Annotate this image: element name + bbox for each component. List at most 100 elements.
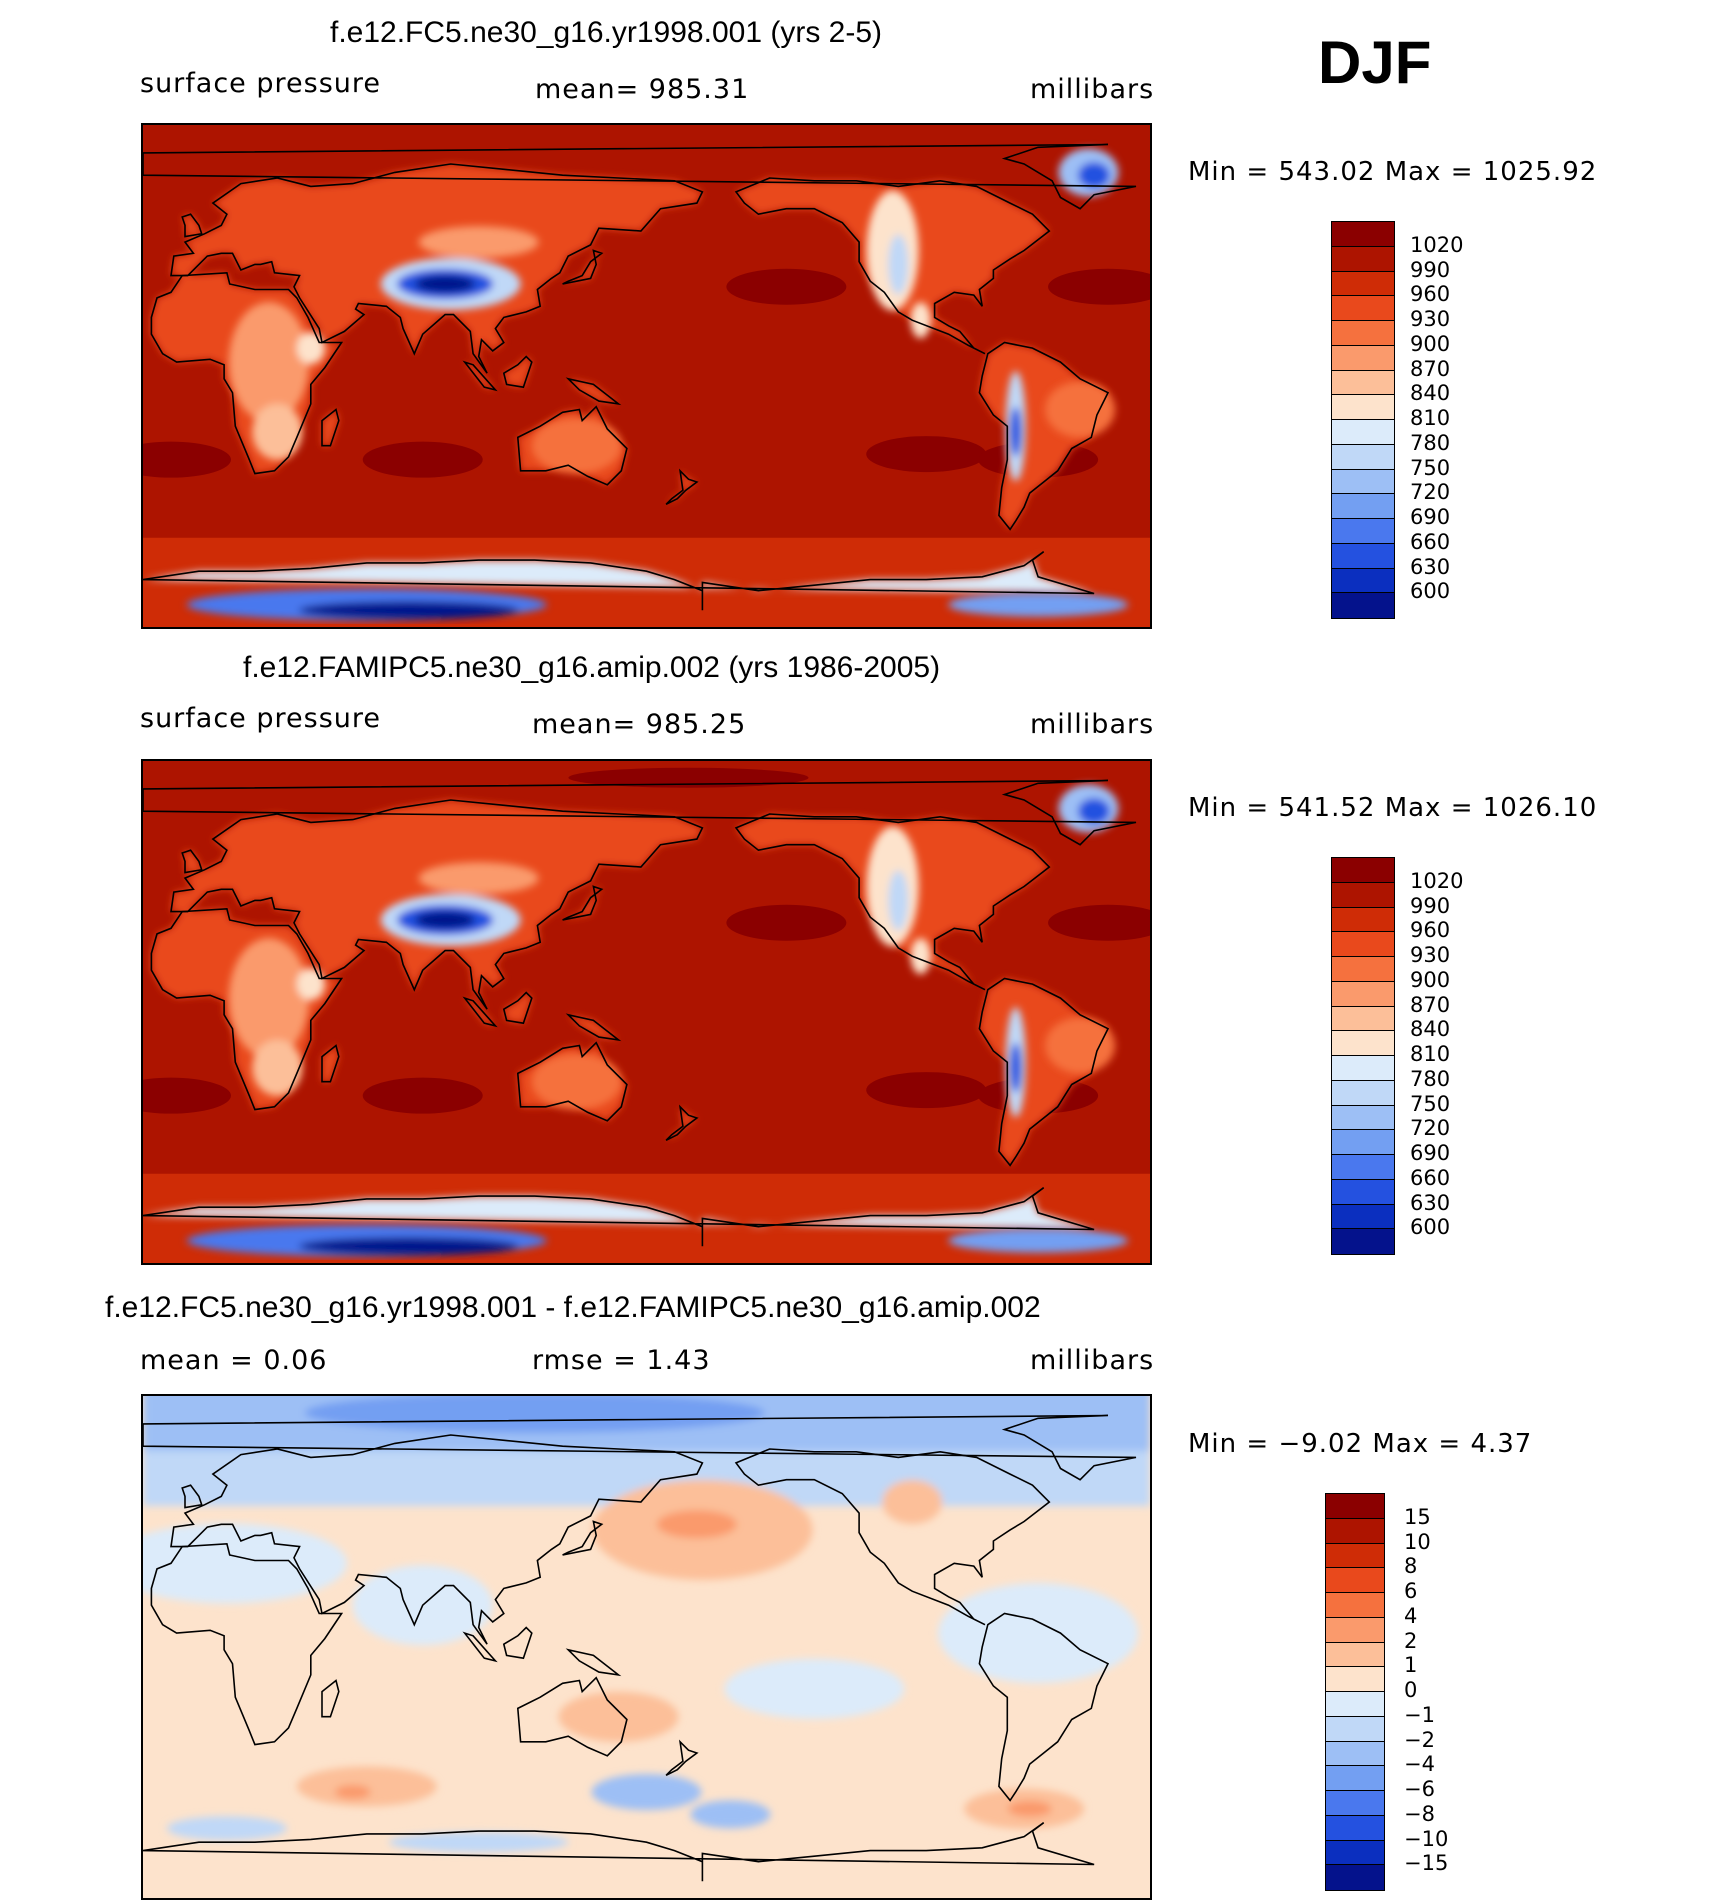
colorbar-2-tick-label: 870 xyxy=(1410,992,1451,1017)
colorbar-1-swatch xyxy=(1332,395,1394,420)
colorbar-2-tick-label: 630 xyxy=(1410,1190,1451,1215)
land-japan xyxy=(562,886,602,920)
tibetan-plateau-core xyxy=(415,910,476,929)
arctic-strong-negative xyxy=(304,1396,765,1433)
coastline-africa xyxy=(150,1542,344,1746)
coastline-africa xyxy=(150,907,344,1111)
colorbar-2-tick-label: 750 xyxy=(1410,1091,1451,1116)
subtropical-high xyxy=(1048,268,1150,305)
colorbar-2-swatch xyxy=(1332,1155,1394,1180)
colorbar-1-swatch xyxy=(1332,420,1394,445)
west-antarctic-ice xyxy=(948,592,1129,617)
coastline-borneo xyxy=(502,1626,533,1660)
land-madagascar xyxy=(322,1045,339,1082)
australia-interior xyxy=(531,417,622,474)
subtropical-high xyxy=(726,268,847,305)
coastline-uk xyxy=(181,1484,203,1509)
tibetan-plateau-core xyxy=(415,274,476,293)
colorbar-2-swatch xyxy=(1332,1056,1394,1081)
coastline-namerica xyxy=(734,1448,1051,1626)
season-label: DJF xyxy=(1318,29,1432,96)
colorbar-2-swatch xyxy=(1332,1204,1394,1230)
coastline-greenland xyxy=(143,143,1137,210)
panel-3-mean-label: mean = 0.06 xyxy=(140,1345,328,1376)
colorbar-1-swatch xyxy=(1332,321,1394,346)
panel-2-variable-label: surface pressure xyxy=(140,703,381,734)
panel-3-minmax: Min = −9.02 Max = 4.37 xyxy=(1188,1429,1533,1459)
panel-1-colorbar-labels: 1020 990 960 930 900 870 840 810 780 750 720 690 660… xyxy=(1410,221,1530,619)
colorbar-1-swatch xyxy=(1332,345,1394,371)
colorbar-2-tick-label: 990 xyxy=(1410,893,1451,918)
land-borneo xyxy=(503,356,532,388)
ross-negative xyxy=(690,1800,771,1829)
colorbar-2-swatch xyxy=(1332,1130,1394,1155)
panel-1-mean-label: mean= 985.31 xyxy=(535,74,750,105)
brazil-highlands xyxy=(1045,381,1116,438)
antarctic-ice xyxy=(143,1187,1095,1247)
colorbar-1-tick-label: 660 xyxy=(1410,529,1451,554)
colorbar-1-swatch xyxy=(1332,444,1394,470)
coastline-madagascar xyxy=(321,408,340,447)
coastline-greenland xyxy=(143,1414,1137,1481)
drake-max xyxy=(1007,1800,1052,1817)
coastline-eurasia xyxy=(170,799,704,1010)
colorbar-2-swatch xyxy=(1332,932,1394,957)
colorbar-2-swatch xyxy=(1332,981,1394,1007)
colorbar-3-swatch xyxy=(1326,1617,1384,1643)
colorbar-1-tick-label: 750 xyxy=(1410,455,1451,480)
land-uk xyxy=(182,214,202,237)
colorbar-3-tick-label: −2 xyxy=(1404,1727,1435,1752)
colorbar-3-tick-label: 4 xyxy=(1404,1603,1418,1628)
coastline-nz xyxy=(665,468,699,506)
rocky-mountains-core xyxy=(888,870,909,931)
coastline-namerica xyxy=(734,813,1051,991)
colorbar-1-tick-label: 780 xyxy=(1410,430,1451,455)
colorbar-2-swatch xyxy=(1332,1229,1394,1254)
colorbar-3-swatch xyxy=(1326,1494,1384,1519)
north-pacific-max xyxy=(656,1510,737,1539)
colorbar-3-swatch xyxy=(1326,1865,1384,1890)
colorbar-1-swatch xyxy=(1332,222,1394,247)
colorbar-3-tick-label: 6 xyxy=(1404,1579,1418,1603)
colorbar-1-swatch xyxy=(1332,543,1394,569)
colorbar-1-swatch xyxy=(1332,296,1394,321)
coastline-japan xyxy=(562,1520,604,1556)
land-uk xyxy=(182,850,202,873)
west-antarctic-ice xyxy=(948,1228,1129,1253)
south-pacific-negative xyxy=(724,1658,905,1719)
east-antarctic-summit xyxy=(298,601,519,620)
atlantic-negative xyxy=(143,1523,347,1604)
subtropical-high xyxy=(143,1077,231,1114)
land-sumatra xyxy=(464,998,496,1026)
colorbar-1-swatch xyxy=(1332,469,1394,495)
colorbar-2-tick-label: 900 xyxy=(1410,967,1451,992)
colorbar-1-swatch xyxy=(1332,271,1394,297)
colorbar-2-tick-label: 840 xyxy=(1410,1017,1451,1042)
canada-positive xyxy=(882,1479,943,1524)
subtropical-high xyxy=(866,436,987,473)
colorbar-2-swatch xyxy=(1332,957,1394,982)
colorbar-3-swatch xyxy=(1326,1815,1384,1841)
panel-3-rmse-label: rmse = 1.43 xyxy=(532,1345,711,1376)
colorbar-1-tick-label: 600 xyxy=(1410,579,1451,604)
colorbar-3-swatch xyxy=(1326,1791,1384,1816)
panel-3-units-label: millibars xyxy=(1030,1345,1155,1376)
subtropical-high xyxy=(866,1072,987,1109)
coastline-japan xyxy=(562,885,604,921)
colorbar-3-swatch xyxy=(1326,1593,1384,1618)
coastline-greenland xyxy=(143,779,1137,846)
coastline-samerica xyxy=(978,341,1110,531)
panel-2-mean-label: mean= 985.25 xyxy=(532,709,747,740)
colorbar-2-swatch xyxy=(1332,1006,1394,1032)
coastline-antarctica xyxy=(143,1187,1095,1247)
colorbar-1-swatch xyxy=(1332,568,1394,594)
colorbar-3-swatch xyxy=(1326,1568,1384,1593)
coastline-sumatra xyxy=(462,1631,498,1663)
subtropical-high xyxy=(362,1077,483,1114)
colorbar-3-swatch xyxy=(1326,1716,1384,1742)
subtropical-high xyxy=(362,441,483,478)
colorbar-1-tick-label: 990 xyxy=(1410,257,1451,282)
coastline-eurasia xyxy=(170,1434,704,1645)
colorbar-2-tick-label: 720 xyxy=(1410,1116,1451,1141)
colorbar-3-swatch xyxy=(1326,1543,1384,1569)
